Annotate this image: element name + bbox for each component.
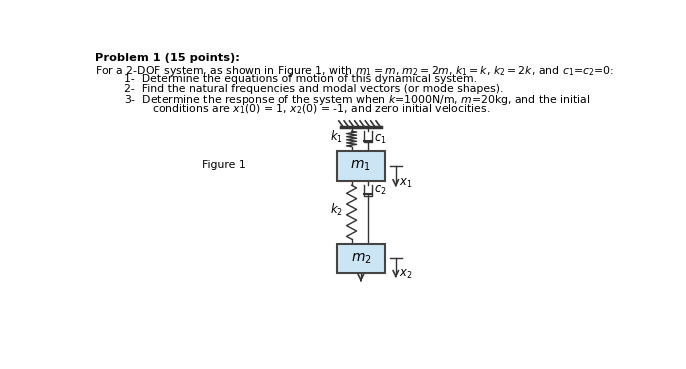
Text: Figure 1: Figure 1 xyxy=(202,160,246,170)
Text: $m_2$: $m_2$ xyxy=(351,251,371,266)
Text: conditions are $x_1(0)$ = 1, $x_2(0)$ = -1, and zero initial velocities.: conditions are $x_1(0)$ = 1, $x_2(0)$ = … xyxy=(128,103,490,116)
Text: Problem 1 (15 points):: Problem 1 (15 points): xyxy=(95,53,240,63)
Bar xyxy=(337,244,385,273)
Text: $k_1$: $k_1$ xyxy=(331,129,344,145)
Text: 1-  Determine the equations of motion of this dynamical system.: 1- Determine the equations of motion of … xyxy=(124,74,477,84)
Bar xyxy=(337,151,385,180)
Text: $c_1$: $c_1$ xyxy=(375,133,387,146)
Text: $m_1$: $m_1$ xyxy=(351,159,371,173)
Text: 3-  Determine the response of the system when $k$=1000N/m, $m$=20kg, and the ini: 3- Determine the response of the system … xyxy=(124,93,591,107)
Text: $k_2$: $k_2$ xyxy=(331,202,344,218)
Text: 2-  Find the natural frequencies and modal vectors (or mode shapes).: 2- Find the natural frequencies and moda… xyxy=(124,83,504,94)
Text: $x_2$: $x_2$ xyxy=(399,268,412,281)
Text: $c_2$: $c_2$ xyxy=(375,184,387,197)
Text: For a 2-DOF system, as shown in Figure 1, with $m_1 = m$, $m_2 = 2m$, $k_1 = k$,: For a 2-DOF system, as shown in Figure 1… xyxy=(95,63,614,77)
Text: $x_1$: $x_1$ xyxy=(399,177,412,190)
